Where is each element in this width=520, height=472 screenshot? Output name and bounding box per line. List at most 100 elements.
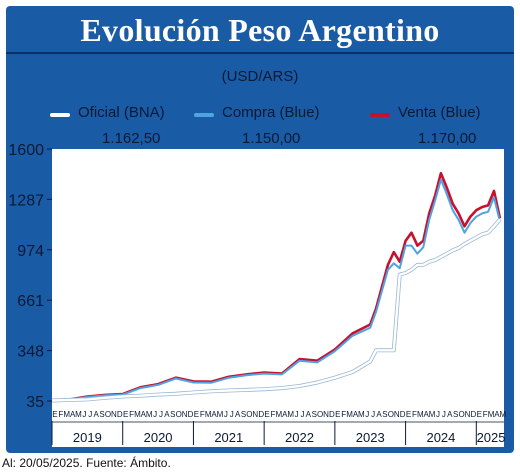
month-tick-label: D <box>400 410 406 419</box>
month-tick-label: M <box>217 410 224 419</box>
month-tick-label: J <box>442 410 446 419</box>
year-tick-label: 2021 <box>214 430 243 445</box>
month-tick-label: D <box>188 410 194 419</box>
month-tick-label: E <box>194 410 199 419</box>
month-tick-label: A <box>353 410 359 419</box>
month-tick-label: M <box>75 410 82 419</box>
legend-value-venta: 1.170,00 <box>418 130 477 147</box>
month-tick-label: E <box>406 410 411 419</box>
year-tick-label: 2020 <box>144 430 173 445</box>
month-tick-label: J <box>153 410 157 419</box>
y-tick-label: 661 <box>17 293 44 310</box>
month-tick-label: N <box>252 410 258 419</box>
month-tick-label: D <box>329 410 335 419</box>
series-line-oficial <box>51 218 501 402</box>
month-tick-label: M <box>63 410 70 419</box>
month-tick-label: M <box>205 410 212 419</box>
y-tick-label: 348 <box>17 344 44 361</box>
month-tick-label: O <box>246 410 252 419</box>
month-tick-label: J <box>82 410 86 419</box>
month-tick-label: A <box>494 410 500 419</box>
year-tick-label: 2024 <box>426 430 455 445</box>
month-tick-label: N <box>394 410 400 419</box>
year-tick-label: 2019 <box>73 430 102 445</box>
month-tick-label: M <box>276 410 283 419</box>
month-tick-label: E <box>335 410 340 419</box>
month-tick-label: J <box>436 410 440 419</box>
month-tick-label: A <box>282 410 288 419</box>
month-tick-label: O <box>176 410 182 419</box>
month-tick-label: M <box>499 410 506 419</box>
month-tick-label: A <box>211 410 217 419</box>
y-tick-label: 1287 <box>8 192 44 209</box>
month-tick-label: M <box>134 410 141 419</box>
month-tick-label: M <box>429 410 436 419</box>
month-tick-label: E <box>123 410 128 419</box>
month-tick-label: E <box>52 410 57 419</box>
year-tick-label: 2023 <box>356 430 385 445</box>
x-axis-band <box>52 401 504 447</box>
month-tick-label: A <box>424 410 430 419</box>
month-tick-label: N <box>323 410 329 419</box>
month-tick-label: S <box>99 410 104 419</box>
series-line-compra <box>51 178 501 402</box>
month-tick-label: O <box>388 410 394 419</box>
month-tick-label: J <box>224 410 228 419</box>
legend-value-compra: 1.150,00 <box>242 130 301 147</box>
month-tick-label: S <box>241 410 246 419</box>
month-tick-label: J <box>88 410 92 419</box>
month-tick-label: A <box>94 410 100 419</box>
month-tick-label: F <box>483 410 488 419</box>
month-tick-label: O <box>317 410 323 419</box>
month-tick-label: M <box>358 410 365 419</box>
month-tick-label: S <box>170 410 175 419</box>
legend-label-compra: Compra (Blue) <box>222 104 320 121</box>
month-tick-label: J <box>295 410 299 419</box>
y-tick-label: 974 <box>17 243 44 260</box>
legend-item-venta: Venta (Blue) <box>370 104 520 126</box>
legend-label-oficial: Oficial (BNA) <box>78 104 165 121</box>
legend-value-oficial: 1.162,50 <box>102 130 161 147</box>
month-tick-label: N <box>111 410 117 419</box>
month-tick-label: J <box>230 410 234 419</box>
y-tick-label: 1600 <box>8 142 44 159</box>
legend-item-compra: Compra (Blue) <box>194 104 354 126</box>
month-tick-label: A <box>235 410 241 419</box>
source-note: Al: 20/05/2025. Fuente: Ámbito. <box>2 456 171 470</box>
month-tick-label: F <box>412 410 417 419</box>
year-tick-label: 2022 <box>285 430 314 445</box>
month-tick-label: J <box>365 410 369 419</box>
month-tick-label: D <box>470 410 476 419</box>
month-tick-label: F <box>58 410 63 419</box>
month-tick-label: J <box>300 410 304 419</box>
year-tick-label: 2025 <box>477 430 506 445</box>
month-tick-label: A <box>70 410 76 419</box>
month-tick-label: O <box>105 410 111 419</box>
month-tick-label: M <box>417 410 424 419</box>
month-tick-label: M <box>488 410 495 419</box>
title-divider <box>6 52 514 54</box>
month-tick-label: F <box>341 410 346 419</box>
legend-swatch-venta <box>370 113 390 117</box>
legend-swatch-oficial <box>50 113 70 117</box>
month-tick-label: E <box>264 410 269 419</box>
month-tick-label: A <box>306 410 312 419</box>
month-tick-label: A <box>164 410 170 419</box>
month-tick-label: A <box>141 410 147 419</box>
plot-area <box>52 149 504 401</box>
month-tick-label: O <box>458 410 464 419</box>
month-tick-label: F <box>129 410 134 419</box>
month-tick-label: D <box>258 410 264 419</box>
legend-label-venta: Venta (Blue) <box>398 104 481 121</box>
month-tick-label: J <box>159 410 163 419</box>
y-tick-label: 35 <box>26 394 44 411</box>
month-tick-label: F <box>200 410 205 419</box>
unit-label: (USD/ARS) <box>221 68 299 85</box>
month-tick-label: F <box>271 410 276 419</box>
month-tick-label: D <box>117 410 123 419</box>
month-tick-label: S <box>382 410 387 419</box>
month-tick-label: A <box>447 410 453 419</box>
month-tick-label: J <box>371 410 375 419</box>
month-tick-label: N <box>465 410 471 419</box>
month-tick-label: M <box>346 410 353 419</box>
